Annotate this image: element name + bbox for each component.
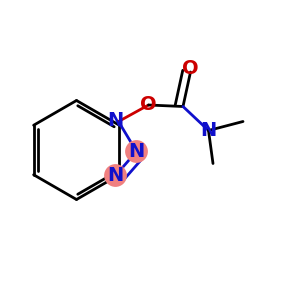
Circle shape — [104, 164, 127, 187]
Text: N: N — [107, 110, 124, 130]
Circle shape — [125, 140, 148, 163]
Text: O: O — [182, 59, 199, 79]
Text: O: O — [140, 95, 157, 115]
Text: N: N — [200, 121, 217, 140]
Text: N: N — [128, 142, 145, 161]
Text: N: N — [107, 166, 124, 185]
